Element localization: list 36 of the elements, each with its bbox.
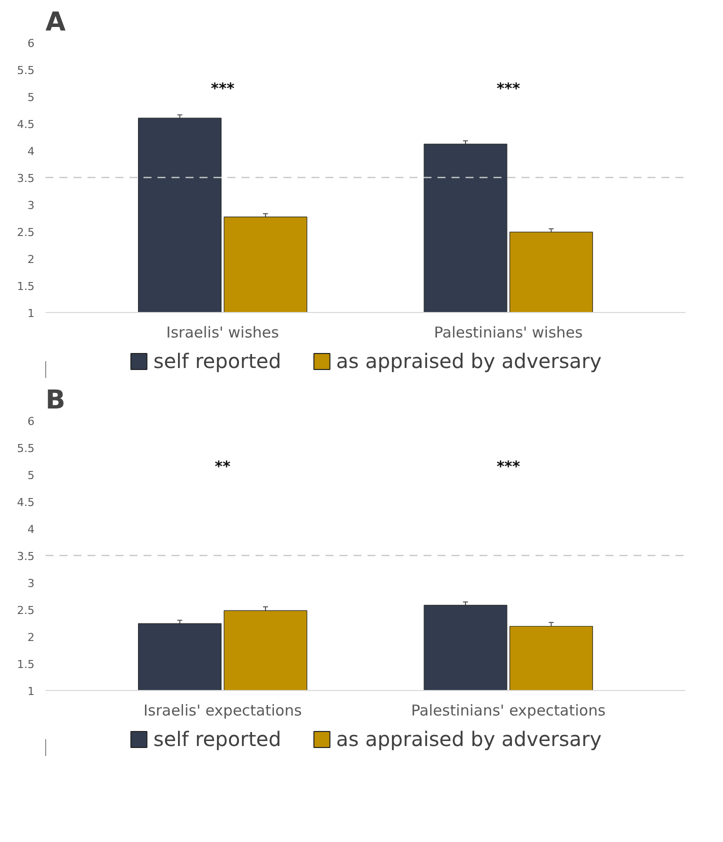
- legend-label: self reported: [153, 349, 282, 373]
- y-tick-label: 1.5: [17, 280, 35, 293]
- chart-title: B: [46, 386, 66, 416]
- y-tick-label: 2: [28, 253, 34, 266]
- y-tick-label: 3.5: [17, 550, 35, 563]
- y-tick-label: 4: [28, 145, 34, 158]
- legend-label: self reported: [153, 727, 282, 751]
- y-tick-label: 5: [28, 469, 34, 482]
- y-tick-label: 5: [28, 91, 34, 104]
- annotation: ***: [496, 458, 520, 476]
- y-tick-label: 2.5: [17, 604, 35, 617]
- y-tick-label: 6: [28, 415, 34, 428]
- chart-title: A: [46, 8, 66, 38]
- y-tick-label: 1.5: [17, 658, 35, 671]
- y-tick-label: 3.5: [17, 172, 35, 185]
- annotation: ***: [496, 80, 520, 98]
- x-tick-label: Israelis' expectations: [143, 702, 302, 720]
- y-tick-label: 4.5: [17, 496, 35, 509]
- x-tick-label: Israelis' wishes: [166, 324, 280, 342]
- y-tick-label: 1: [28, 307, 34, 320]
- y-tick-label: 5.5: [17, 442, 35, 455]
- y-tick-label: 2.5: [17, 226, 35, 239]
- y-tick-label: 3: [28, 199, 34, 212]
- y-tick-label: 3: [28, 577, 34, 590]
- y-tick-label: 5.5: [17, 64, 35, 77]
- x-tick-label: Palestinians' wishes: [434, 324, 583, 342]
- y-tick-label: 6: [28, 37, 34, 50]
- legend-label: as appraised by adversary: [336, 727, 602, 751]
- x-tick-label: Palestinians' expectations: [411, 702, 606, 720]
- annotation: ***: [210, 80, 235, 98]
- y-tick-label: 2: [28, 631, 34, 644]
- y-tick-label: 1: [28, 685, 34, 698]
- legend-label: as appraised by adversary: [336, 349, 602, 373]
- y-tick-label: 4: [28, 523, 34, 536]
- annotation: **: [214, 458, 231, 476]
- y-tick-label: 4.5: [17, 118, 35, 131]
